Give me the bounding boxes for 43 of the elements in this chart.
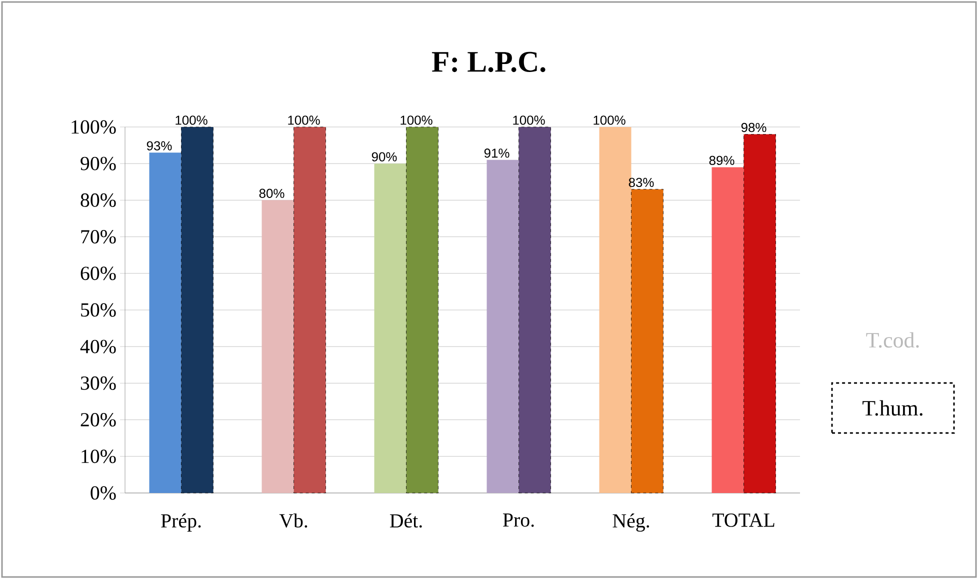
bar (712, 167, 744, 493)
x-tick-label: Prép. (161, 514, 201, 532)
bar (181, 126, 214, 494)
data-label: 80% (259, 188, 284, 198)
chart-title: F: L.P.C. (432, 52, 546, 72)
bar (262, 200, 294, 493)
bar (149, 152, 182, 493)
y-tick-label: 90% (80, 156, 116, 170)
bar (744, 134, 776, 494)
y-tick-label: 0% (90, 486, 116, 500)
y-tick-label: 70% (81, 230, 116, 244)
bar (294, 126, 326, 494)
data-label: 91% (484, 148, 510, 158)
bar (486, 160, 519, 493)
text: T.cod. (866, 332, 919, 348)
data-label: 100% (513, 116, 545, 125)
x-tick-label: Dét. (390, 514, 422, 528)
data-label: 100% (176, 116, 208, 125)
data-label: 100% (400, 116, 432, 125)
y-tick-label: 40% (80, 340, 116, 354)
y-tick-label: 100% (72, 120, 116, 134)
y-tick-label: 50% (81, 303, 116, 317)
x-tick-label: Nég. (612, 514, 650, 532)
data-label: 98% (741, 122, 766, 132)
data-label: 83% (628, 178, 654, 188)
x-tick-label: TOTAL (712, 514, 774, 527)
y-tick-label: 10% (82, 450, 116, 464)
data-label: 90% (372, 152, 397, 162)
bar (518, 126, 551, 494)
bar (374, 164, 406, 493)
data-label: 89% (709, 156, 734, 166)
y-tick-label: 20% (80, 413, 116, 427)
data-label: 100% (594, 116, 626, 125)
y-tick-label: 60% (80, 266, 116, 280)
text: T.hum. (862, 400, 922, 416)
x-tick-label: Pro. (503, 514, 534, 527)
bar (406, 126, 438, 494)
x-tick-label: Vb. (279, 514, 308, 528)
y-tick-label: 30% (80, 376, 116, 390)
data-label: 100% (288, 116, 320, 125)
bar (631, 189, 664, 494)
y-tick-label: 80% (80, 193, 116, 207)
data-label: 93% (146, 141, 172, 150)
